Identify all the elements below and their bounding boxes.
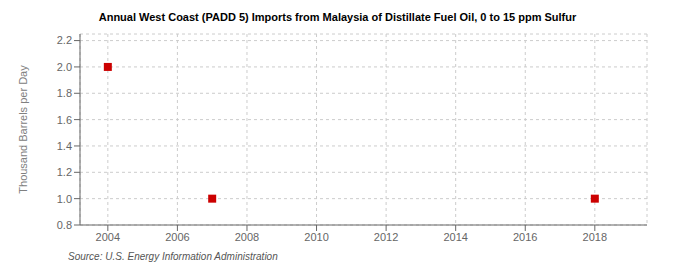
svg-text:1.0: 1.0 [57, 193, 72, 205]
svg-text:0.8: 0.8 [57, 219, 72, 231]
svg-text:2018: 2018 [583, 231, 607, 243]
svg-text:2012: 2012 [374, 231, 398, 243]
svg-text:1.8: 1.8 [57, 87, 72, 99]
svg-text:1.4: 1.4 [57, 140, 72, 152]
svg-text:2016: 2016 [513, 231, 537, 243]
html-text:Source: U.S. Energy Informatio: Source: U.S. Energy Information Administ… [68, 251, 278, 262]
svg-text:1.6: 1.6 [57, 114, 72, 126]
svg-text:2014: 2014 [443, 231, 467, 243]
svg-text:2010: 2010 [304, 231, 328, 243]
svg-text:Thousand Barrels per Day: Thousand Barrels per Day [17, 65, 29, 194]
html-text:Annual West Coast (PADD 5) Imp: Annual West Coast (PADD 5) Imports from … [98, 11, 577, 23]
svg-text:2008: 2008 [235, 231, 259, 243]
svg-text:2004: 2004 [96, 231, 120, 243]
svg-text:1.2: 1.2 [57, 166, 72, 178]
svg-text:2006: 2006 [165, 231, 189, 243]
svg-text:2.2: 2.2 [57, 34, 72, 46]
svg-text:2.0: 2.0 [57, 61, 72, 73]
